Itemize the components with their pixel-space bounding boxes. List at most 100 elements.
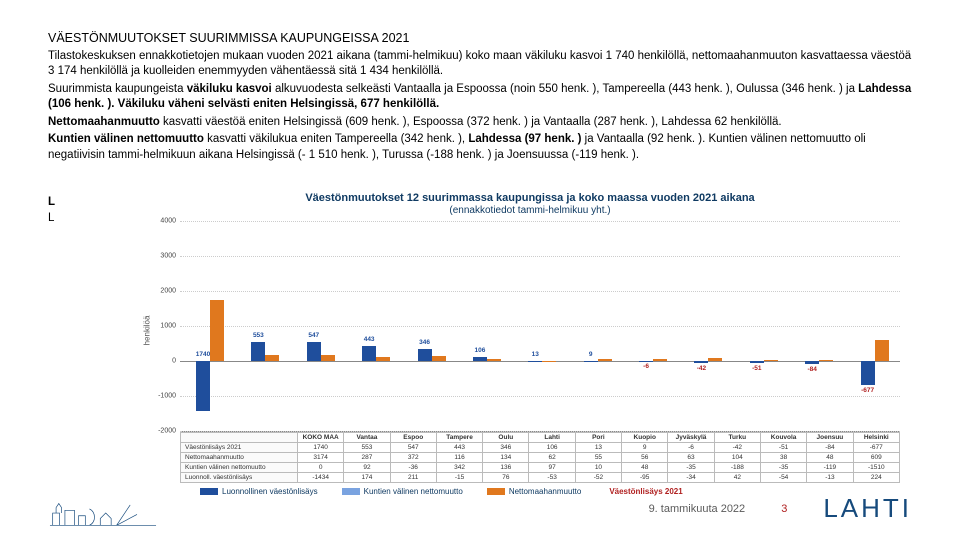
y-axis-label: henkilöä bbox=[142, 316, 151, 346]
table-cell: 553 bbox=[344, 443, 390, 453]
table-cell: -42 bbox=[714, 443, 760, 453]
bar-value-label: 547 bbox=[299, 332, 329, 339]
table-row-header: Luonnoll. väestönlisäys bbox=[181, 473, 298, 483]
table-cell: 55 bbox=[575, 453, 621, 463]
bar-value-label: 106 bbox=[465, 347, 495, 354]
table-cell: 287 bbox=[344, 453, 390, 463]
para-1: Tilastokeskuksen ennakkotietojen mukaan … bbox=[48, 49, 912, 80]
table-cell: 9 bbox=[622, 443, 668, 453]
legend-swatch bbox=[342, 488, 360, 495]
t: L bbox=[48, 212, 54, 224]
grid-line bbox=[180, 431, 900, 432]
bar-left bbox=[528, 361, 542, 362]
chart-category: 106 bbox=[457, 221, 512, 431]
table-cell: -6 bbox=[668, 443, 714, 453]
legend-item: Kuntien välinen nettomuutto bbox=[342, 487, 463, 496]
table-cell: 97 bbox=[529, 463, 575, 473]
table-cell: 174 bbox=[344, 473, 390, 483]
para-2: Suurimmista kaupungeista väkiluku kasvoi… bbox=[48, 82, 912, 113]
bar-right bbox=[487, 359, 501, 361]
bar-right bbox=[653, 359, 667, 361]
t: alkuvuodesta selkeästi Vantaalla ja Espo… bbox=[272, 83, 858, 95]
y-tick: 1000 bbox=[150, 323, 176, 330]
bar-left bbox=[307, 342, 321, 361]
table-cell: 136 bbox=[483, 463, 529, 473]
bar-right bbox=[265, 355, 279, 361]
table-cell: -54 bbox=[760, 473, 806, 483]
table-cell: 42 bbox=[714, 473, 760, 483]
t: L bbox=[48, 196, 55, 208]
table-cell: 56 bbox=[622, 453, 668, 463]
chart-category: -6 bbox=[623, 221, 678, 431]
table-cell: 48 bbox=[622, 463, 668, 473]
bar-left bbox=[251, 342, 265, 361]
table-cell: -15 bbox=[436, 473, 482, 483]
bar-value-label: -51 bbox=[742, 365, 772, 372]
bar-value-label: -84 bbox=[797, 366, 827, 373]
table-cell: -36 bbox=[390, 463, 436, 473]
bar-value-label: 9 bbox=[576, 351, 606, 358]
table-cell: -677 bbox=[853, 443, 899, 453]
table-cell: -95 bbox=[622, 473, 668, 483]
chart-category: 1740 bbox=[180, 221, 235, 431]
y-tick: 0 bbox=[150, 358, 176, 365]
chart-title: Väestönmuutokset 12 suurimmassa kaupungi… bbox=[160, 192, 900, 217]
table-cell: 48 bbox=[807, 453, 853, 463]
table-row: Kuntien välinen nettomuutto092-363421369… bbox=[181, 463, 900, 473]
footer: 9. tammikuuta 2022 3 LAHTI bbox=[649, 493, 912, 524]
table-col-header: Jyväskylä bbox=[668, 433, 714, 443]
bar-right bbox=[875, 340, 889, 361]
table-cell: -53 bbox=[529, 473, 575, 483]
cutoff-text: L L bbox=[48, 195, 158, 226]
chart-plot: henkilöä -2000-1000010002000300040001740… bbox=[180, 221, 900, 432]
bar-value-label: 443 bbox=[354, 336, 384, 343]
bar-left bbox=[418, 349, 432, 361]
chart-category: 547 bbox=[291, 221, 346, 431]
bar-left bbox=[861, 361, 875, 385]
table-cell: 372 bbox=[390, 453, 436, 463]
bar-value-label: 1740 bbox=[188, 351, 218, 358]
legend-label: Luonnollinen väestönlisäys bbox=[222, 487, 318, 496]
t: kasvatti väkilukua eniten Tampereella (3… bbox=[204, 133, 468, 145]
t: kasvatti väestöä eniten Helsingissä (609… bbox=[160, 116, 782, 128]
table-row: Väestönlisäys 20211740553547443346106139… bbox=[181, 443, 900, 453]
table-cell: -34 bbox=[668, 473, 714, 483]
chart-category: 13 bbox=[512, 221, 567, 431]
bar-right bbox=[376, 357, 390, 361]
table-cell: 62 bbox=[529, 453, 575, 463]
table-col-header: KOKO MAA bbox=[298, 433, 344, 443]
skyline-icon bbox=[48, 494, 158, 528]
chart-category: -42 bbox=[678, 221, 733, 431]
chart-category: -51 bbox=[734, 221, 789, 431]
table-cell: 63 bbox=[668, 453, 714, 463]
bar-right bbox=[598, 359, 612, 361]
bar-right bbox=[432, 356, 446, 361]
city-line-art bbox=[48, 494, 158, 528]
bar-right bbox=[708, 358, 722, 362]
table-cell: 38 bbox=[760, 453, 806, 463]
legend-swatch bbox=[200, 488, 218, 495]
table-cell: 10 bbox=[575, 463, 621, 473]
bar-value-label: -677 bbox=[853, 387, 883, 394]
chart-title-sub: (ennakkotiedot tammi-helmikuu yht.) bbox=[160, 205, 900, 217]
table-cell: 116 bbox=[436, 453, 482, 463]
table-cell: -84 bbox=[807, 443, 853, 453]
table-col-header: Tampere bbox=[436, 433, 482, 443]
table-row: Luonnoll. väestönlisäys-1434174211-1576-… bbox=[181, 473, 900, 483]
table-row-header: Nettomaahanmuutto bbox=[181, 453, 298, 463]
bar-left bbox=[805, 361, 819, 364]
table-col-header: Espoo bbox=[390, 433, 436, 443]
table-cell: 211 bbox=[390, 473, 436, 483]
legend-label: Kuntien välinen nettomuutto bbox=[364, 487, 463, 496]
bar-left bbox=[473, 357, 487, 361]
table-cell: -52 bbox=[575, 473, 621, 483]
table-row-header: Kuntien välinen nettomuutto bbox=[181, 463, 298, 473]
y-tick: -1000 bbox=[150, 393, 176, 400]
chart-category: 443 bbox=[346, 221, 401, 431]
legend-item: Nettomaahanmuutto bbox=[487, 487, 582, 496]
table-cell: 3174 bbox=[298, 453, 344, 463]
table-cell: -1510 bbox=[853, 463, 899, 473]
table-cell: 224 bbox=[853, 473, 899, 483]
table-col-header: Turku bbox=[714, 433, 760, 443]
table-cell: 134 bbox=[483, 453, 529, 463]
